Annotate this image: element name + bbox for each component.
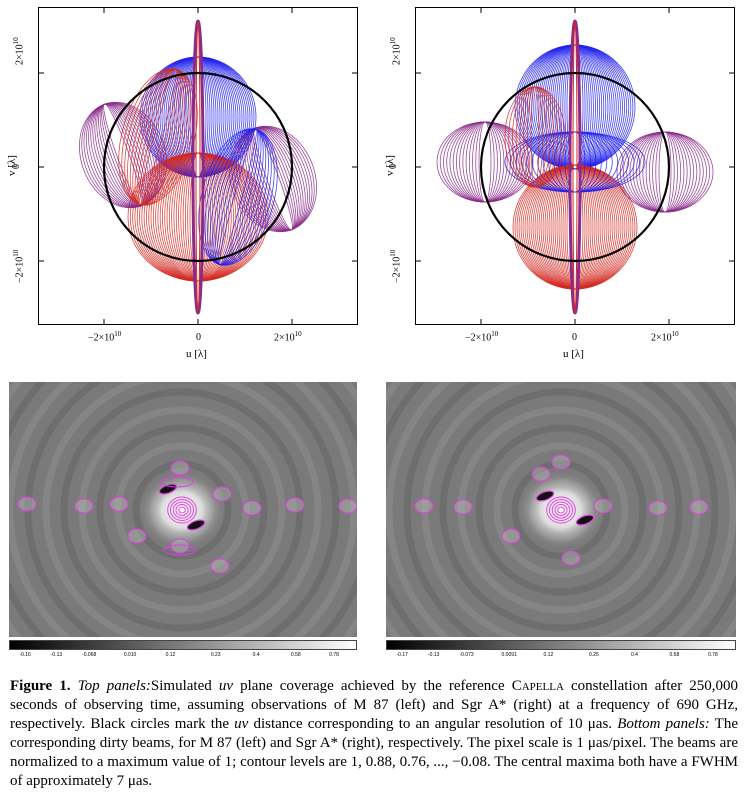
uv-xlabel-right: u [λ] [563,348,584,360]
dirty-beam-sgra-svg [386,382,736,637]
caption-bottom-label: Bottom panels: [617,716,710,732]
xtick-left-1: −2×1010 [88,330,122,344]
colorbar-tick: 0.12 [543,652,554,658]
colorbar-tick: 0.0091 [501,652,517,658]
uv-xlabel-left: u [λ] [186,348,207,360]
dirty-beam-sgra [386,382,736,637]
resolution-circle [102,71,294,263]
resolution-circle [479,71,671,263]
colorbar-tick: 0.78 [708,652,718,658]
colorbar-tick: -0.068 [82,652,97,658]
uv-panel-sgra [415,7,735,325]
caption-figure-label: Figure 1. [10,678,71,694]
colorbar-tick: 0.58 [669,652,680,658]
ytick-left-top: 2×1010 [12,37,26,65]
ytick-right-mid: 0 [388,164,399,169]
colorbar-tick: -0.073 [459,652,474,658]
uv-tracks [436,19,714,315]
colorbar-sgra [386,640,736,650]
colorbar-ticks-m87: -0.16 -0.13 -0.068 0.010 0.12 0.23 0.4 0.58 0.78 [9,652,357,660]
colorbar-ticks-sgra: -0.17 -0.13 -0.073 0.0091 0.12 0.25 0.4 0.58 0.7… [386,652,736,660]
colorbar-tick: 0.010 [123,652,137,658]
xtick-left-2: 0 [196,332,201,343]
caption-top-label: Top panels: [77,678,151,694]
ytick-left-bot: −2×1010 [12,249,26,283]
colorbar-tick: 0.58 [290,652,301,658]
dirty-beam-m87 [9,382,357,637]
colorbar-tick: -0.16 [19,652,31,658]
xtick-left-3: 2×1010 [274,330,302,344]
ytick-left-mid: 0 [11,164,22,169]
colorbar-tick: 0.4 [252,652,260,658]
uv-tracks [79,19,317,315]
ytick-right-bot: −2×1010 [389,249,403,283]
colorbar-m87 [9,640,357,650]
colorbar-tick: 0.23 [210,652,221,658]
dirty-beam-m87-svg [9,382,357,637]
colorbar-tick: 0.25 [589,652,599,658]
colorbar-tick: 0.78 [329,652,339,658]
figure-caption: Figure 1. Top panels:Simulated uv plane … [10,678,739,789]
colorbar-tick: 0.4 [631,652,638,658]
colorbar-tick: -0.17 [396,652,408,658]
colorbar-tick: -0.13 [50,652,63,658]
xtick-right-2: 0 [572,332,577,343]
xtick-right-1: −2×1010 [465,330,499,344]
colorbar-tick: -0.13 [428,652,440,658]
uv-coverage-plot-sgra [415,7,735,325]
uv-coverage-plot-m87 [38,7,358,325]
colorbar-tick: 0.12 [165,652,176,658]
xtick-right-3: 2×1010 [651,330,679,344]
uv-panel-m87 [38,7,358,325]
ytick-right-top: 2×1010 [389,37,403,65]
